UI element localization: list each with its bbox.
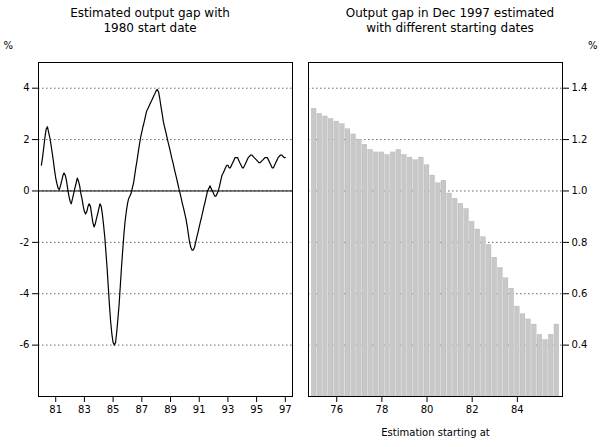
svg-text:76: 76 [330,404,343,415]
html-text:Output gap in Dec 1997 estimat: Output gap in Dec 1997 estimated with di… [345,6,555,35]
svg-text:%: % [588,40,598,51]
html-text:Estimated output gap with 1980: Estimated output gap with 1980 start dat… [70,6,230,35]
svg-text:80: 80 [421,404,434,415]
svg-text:0.4: 0.4 [572,339,588,350]
svg-text:95: 95 [250,404,263,415]
svg-text:0.8: 0.8 [572,237,588,248]
svg-text:0: 0 [23,185,29,196]
svg-text:1.2: 1.2 [572,134,588,145]
svg-text:84: 84 [511,404,524,415]
svg-text:%: % [4,40,14,51]
svg-text:81: 81 [49,404,62,415]
svg-text:83: 83 [78,404,91,415]
svg-text:1.0: 1.0 [572,185,588,196]
svg-text:-2: -2 [20,237,30,248]
svg-text:1.4: 1.4 [572,82,588,93]
svg-text:93: 93 [222,404,235,415]
svg-text:78: 78 [376,404,389,415]
svg-text:4: 4 [23,82,29,93]
svg-text:Estimation starting at: Estimation starting at [381,427,489,438]
svg-text:2: 2 [23,134,29,145]
svg-text:82: 82 [466,404,479,415]
svg-text:85: 85 [107,404,120,415]
svg-text:89: 89 [164,404,177,415]
svg-text:97: 97 [279,404,292,415]
svg-text:-6: -6 [20,339,30,350]
svg-text:0.6: 0.6 [572,288,588,299]
svg-text:91: 91 [193,404,206,415]
svg-text:87: 87 [135,404,148,415]
svg-text:-4: -4 [20,288,30,299]
